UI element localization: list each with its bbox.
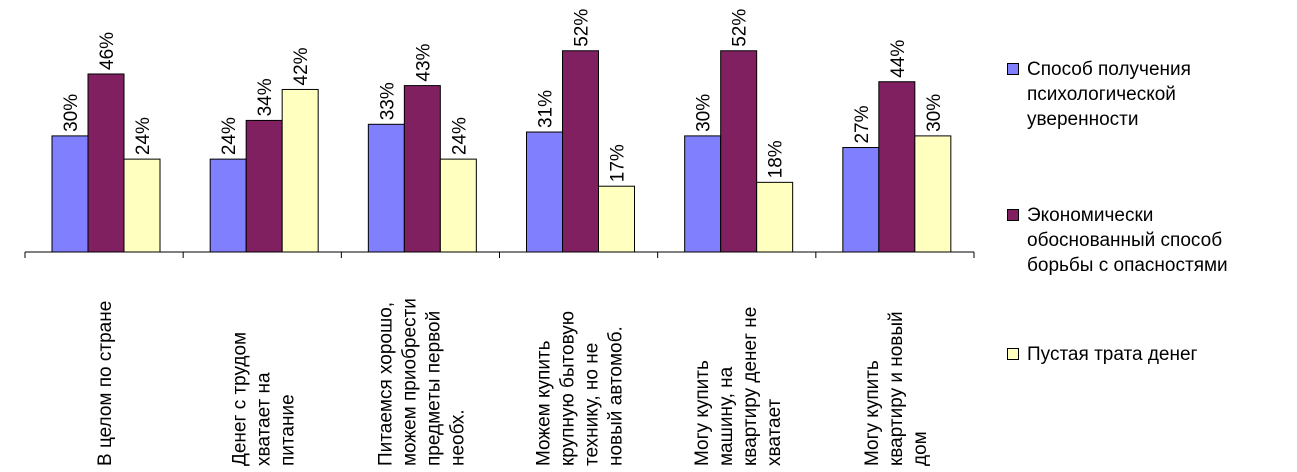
data-label: 52% (572, 9, 593, 47)
bar-series-2 (123, 158, 161, 253)
x-tick-label: Денег с трудом хватает на питание (229, 332, 298, 466)
bar-chart: 30% 46% 24% В целом по стране 24% 34% 42% Денег… (24, 9, 975, 466)
bar-series-2 (598, 185, 635, 253)
bar-series-2 (281, 88, 319, 253)
data-label: 17% (608, 144, 629, 182)
data-label: 30% (694, 94, 715, 132)
legend-swatch-2 (1007, 348, 1019, 360)
legend-label-0: Способ получения психологической увереннос… (1027, 59, 1191, 130)
x-tick-label: В целом по стране (95, 301, 116, 466)
bar-series-1 (87, 73, 125, 253)
bar-series-0 (842, 147, 880, 253)
data-label: 42% (291, 47, 312, 85)
bar-series-0 (209, 158, 247, 253)
legend-swatch-1 (1007, 209, 1019, 221)
data-label: 46% (97, 32, 118, 70)
legend-item-1: Экономически обоснованный способ борьбы с … (1007, 203, 1287, 278)
data-label: 24% (219, 117, 240, 155)
bar-series-0 (367, 123, 405, 253)
legend-label-2: Пустая трата денег (1027, 344, 1198, 365)
legend-item-0: Способ получения психологической увереннос… (1007, 57, 1287, 132)
x-tick-label: Можем купить крупную бытовую технику, но н… (534, 311, 627, 466)
bar-series-2 (439, 158, 477, 253)
data-label: 52% (730, 9, 751, 47)
data-label: 24% (133, 117, 154, 155)
bar-series-1 (245, 119, 283, 253)
data-label: 30% (61, 94, 82, 132)
bar-series-2 (914, 135, 952, 253)
legend-item-2: Пустая трата денег (1007, 342, 1287, 367)
bar-series-1 (720, 50, 758, 253)
bar-series-1 (878, 81, 916, 253)
chart-legend: Способ получения психологической увереннос… (1007, 0, 1297, 472)
data-label: 34% (255, 78, 276, 116)
data-label: 27% (852, 105, 873, 143)
bar-series-2 (756, 181, 794, 253)
data-label: 18% (766, 140, 787, 178)
x-tick-label: Могу купить квартиру и новый дом (862, 311, 931, 466)
bar-series-1 (403, 85, 441, 253)
data-label: 31% (536, 90, 557, 128)
data-label: 43% (413, 43, 434, 81)
bar-series-0 (684, 135, 722, 253)
data-label: 24% (449, 117, 470, 155)
bar-series-1 (562, 50, 599, 253)
data-label: 33% (377, 82, 398, 120)
legend-label-1: Экономически обоснованный способ борьбы с … (1027, 205, 1228, 276)
data-label: 44% (888, 40, 909, 78)
x-tick-label: Могу купить машину, на квартиру денег не хв… (692, 307, 785, 466)
data-label: 30% (924, 94, 945, 132)
x-tick-label: Питаемся хорошо, можем приобрести предметы… (375, 298, 468, 466)
bar-series-0 (526, 131, 563, 253)
bar-series-0 (51, 135, 89, 253)
legend-swatch-0 (1007, 63, 1019, 75)
